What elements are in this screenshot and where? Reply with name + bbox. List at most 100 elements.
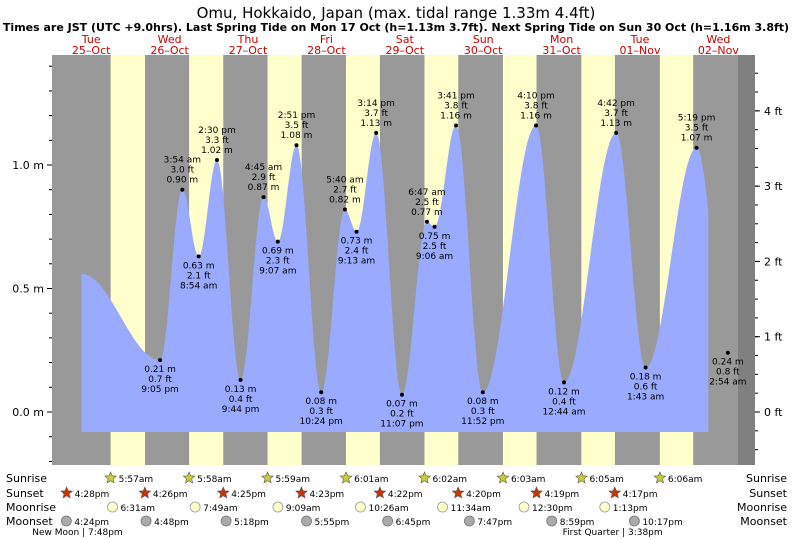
tide-height-ft: 2.9 ft bbox=[252, 173, 276, 183]
day-label-date: 27–Oct bbox=[229, 44, 268, 57]
tide-point bbox=[354, 229, 359, 234]
right-axis-label: 4 ft bbox=[764, 105, 783, 118]
right-axis-bar bbox=[738, 55, 755, 465]
left-axis: 0.0 m 0.5 m 1.0 m bbox=[12, 65, 52, 462]
tide-time: 11:07 pm bbox=[380, 420, 423, 430]
day-label-dow: Tue bbox=[81, 33, 101, 46]
tide-height-m: 1.13 m bbox=[360, 119, 392, 129]
tide-height-m: 0.24 m bbox=[712, 358, 744, 368]
tide-height-ft: 0.3 ft bbox=[471, 407, 495, 417]
tide-point bbox=[424, 219, 429, 224]
tide-height-m: 0.77 m bbox=[411, 208, 443, 218]
tide-time: 2:54 am bbox=[709, 378, 746, 388]
tide-height-m: 0.12 m bbox=[548, 387, 580, 397]
left-axis-label: 1.0 m bbox=[12, 159, 44, 172]
tide-height-ft: 3.5 ft bbox=[285, 121, 309, 131]
tide-point bbox=[694, 145, 699, 150]
moonset-time: 8:59pm bbox=[560, 518, 595, 528]
tide-point bbox=[238, 377, 243, 382]
tide-height-ft: 0.6 ft bbox=[634, 383, 658, 393]
tide-height-ft: 3.8 ft bbox=[524, 101, 548, 111]
tide-time: 9:07 am bbox=[259, 267, 296, 277]
tide-time: 9:06 am bbox=[416, 252, 453, 262]
moonset-icon bbox=[628, 515, 640, 527]
tide-height-ft: 2.1 ft bbox=[187, 271, 211, 281]
tide-point bbox=[454, 123, 459, 128]
tide-height-m: 0.18 m bbox=[630, 373, 662, 383]
sunset-time: 4:20pm bbox=[466, 490, 501, 500]
tide-time: 5:19 pm bbox=[678, 114, 716, 124]
tide-point bbox=[725, 350, 730, 355]
tide-point bbox=[480, 390, 485, 395]
tide-point bbox=[294, 143, 299, 148]
tide-point bbox=[561, 380, 566, 385]
tide-height-ft: 2.3 ft bbox=[266, 257, 290, 267]
sunrise-icon bbox=[261, 471, 274, 484]
tide-point bbox=[214, 158, 219, 163]
sunrise-icon bbox=[339, 471, 353, 484]
tide-height-ft: 3.0 ft bbox=[170, 166, 194, 176]
day-label-dow: Thu bbox=[237, 33, 259, 46]
sunrise-icon bbox=[104, 471, 118, 484]
tide-time: 9:13 am bbox=[338, 257, 375, 267]
sunrise-icon bbox=[575, 471, 588, 484]
tide-height-ft: 0.8 ft bbox=[716, 368, 740, 378]
tide-height-ft: 0.4 ft bbox=[229, 395, 253, 405]
sunset-icon bbox=[530, 486, 543, 499]
day-label-dow: Sat bbox=[396, 33, 415, 46]
tide-time: 3:14 pm bbox=[357, 99, 395, 109]
tide-time: 8:54 am bbox=[180, 281, 217, 291]
moonset-icon bbox=[140, 515, 152, 527]
day-label-date: 02–Nov bbox=[698, 44, 739, 57]
row-label-right: Moonrise bbox=[737, 501, 787, 514]
moonset-time: 4:24pm bbox=[74, 518, 109, 528]
row-label-left: Moonrise bbox=[6, 501, 56, 514]
tide-point bbox=[261, 195, 266, 200]
moonset-icon bbox=[382, 515, 394, 527]
sunset-time: 4:19pm bbox=[545, 490, 580, 500]
right-axis-label: 0 ft bbox=[764, 406, 783, 419]
moonset-icon bbox=[464, 515, 475, 527]
tide-time: 9:44 pm bbox=[222, 405, 260, 415]
tide-point bbox=[432, 224, 437, 229]
day-label-dow: Fri bbox=[320, 33, 333, 46]
tide-point bbox=[399, 392, 404, 397]
tide-height-ft: 3.7 ft bbox=[604, 109, 628, 119]
row-label-right: Moonset bbox=[740, 515, 787, 528]
moonrise-icon bbox=[355, 501, 366, 513]
moonrise-time: 10:26am bbox=[368, 504, 408, 514]
sunset-time: 4:23pm bbox=[310, 490, 345, 500]
sunrise-time: 5:57am bbox=[119, 475, 153, 485]
moonrise-icon bbox=[599, 501, 611, 513]
tide-height-m: 1.13 m bbox=[600, 119, 632, 129]
tide-height-m: 0.13 m bbox=[225, 385, 257, 395]
moonset-time: 4:48pm bbox=[154, 518, 189, 528]
tide-height-ft: 2.5 ft bbox=[415, 198, 439, 208]
tide-point bbox=[180, 187, 185, 192]
tide-height-ft: 3.7 ft bbox=[364, 109, 388, 119]
tide-time: 2:30 pm bbox=[198, 126, 236, 136]
left-axis-label: 0.5 m bbox=[12, 283, 44, 296]
tide-height-ft: 0.7 ft bbox=[148, 375, 172, 385]
tide-height-ft: 3.8 ft bbox=[444, 101, 468, 111]
row-label-left: Moonset bbox=[6, 515, 53, 528]
sunset-time: 4:22pm bbox=[388, 490, 423, 500]
tide-height-m: 0.90 m bbox=[167, 176, 199, 186]
row-label-left: Sunrise bbox=[6, 472, 47, 485]
day-label-date: 26–Oct bbox=[150, 44, 189, 57]
sunrise-time: 6:05am bbox=[589, 475, 624, 485]
tide-time: 4:10 pm bbox=[517, 91, 555, 101]
chart-title: Omu, Hokkaido, Japan (max. tidal range 1… bbox=[197, 4, 596, 22]
moonrise-icon bbox=[107, 501, 118, 513]
tide-time: 9:05 pm bbox=[141, 385, 179, 395]
tide-height-m: 0.73 m bbox=[341, 237, 373, 247]
tide-time: 4:42 pm bbox=[597, 99, 635, 109]
right-axis-label: 1 ft bbox=[764, 331, 783, 344]
tide-height-m: 0.87 m bbox=[248, 183, 280, 193]
moonset-icon bbox=[220, 515, 232, 527]
moonrise-time: 1:13pm bbox=[613, 504, 648, 514]
moonset-time: 6:45pm bbox=[396, 518, 431, 528]
tide-extremes: 0.21 m0.7 ft9:05 pm 3:54 am3.0 ft0.90 m 0.… bbox=[141, 91, 746, 429]
